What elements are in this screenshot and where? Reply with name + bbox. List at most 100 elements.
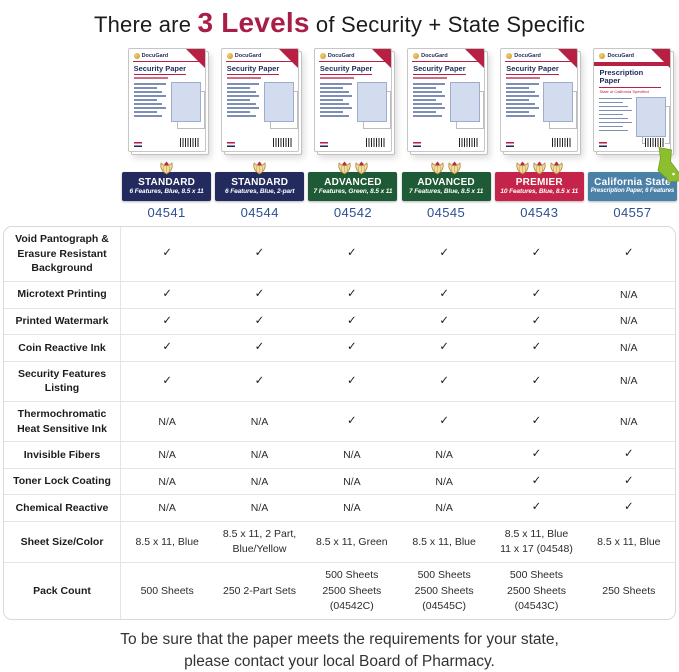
cell-value-line: 250 Sheets — [602, 584, 656, 597]
box-subtitle-bar — [413, 77, 448, 80]
table-cell: ✓ — [254, 288, 265, 301]
brand-logo: DocuGard — [594, 49, 670, 60]
box-text-line — [133, 103, 163, 105]
table-cell: ✓ — [439, 314, 449, 327]
box-text-line — [413, 103, 442, 105]
product-box: DocuGard Security Paper — [407, 48, 486, 152]
table-cell: N/A — [620, 341, 638, 354]
product-code: 04542 — [333, 205, 372, 220]
box-text-line — [413, 87, 437, 89]
row-label: Microtext Printing — [4, 282, 121, 308]
table-row: Pack Count 500 Sheets 250 2-Part Sets 500 S… — [4, 562, 675, 619]
box-text-line — [506, 95, 539, 97]
box-text-lines — [133, 82, 168, 122]
box-subtitle: State of California Specified — [599, 88, 649, 94]
box-text-line — [133, 99, 157, 101]
table-cell: ✓ — [347, 314, 357, 327]
box-bottom — [319, 138, 386, 147]
row-cells: N/A N/A N/A N/A ✓ ✓ — [121, 495, 675, 521]
products-row: DocuGard Security Paper STANDARD 6 Features… — [120, 45, 679, 220]
level-banner: California State Prescription Paper, 6 Fe… — [587, 147, 679, 201]
award-shield-icon — [337, 161, 352, 176]
box-text-line — [599, 97, 632, 99]
table-cell: ✓ — [439, 374, 449, 387]
box-corner-ribbon — [371, 49, 391, 68]
award-shield-icon — [549, 161, 564, 176]
box-corner-ribbon — [651, 49, 671, 68]
box-bottom — [599, 138, 666, 147]
brand-logo-icon — [599, 53, 606, 59]
table-cell: 8.5 x 11, 2 Part, Blue/Yellow — [213, 522, 305, 562]
box-text-lines — [413, 82, 447, 122]
cell-value-line: 2500 Sheets — [506, 584, 566, 597]
box-divider — [132, 61, 201, 62]
box-body — [506, 82, 574, 123]
table-cell: ✓ — [254, 247, 265, 260]
box-bottom — [506, 138, 573, 147]
row-label: Thermochromatic Heat Sensitive Ink — [4, 401, 121, 442]
box-paper-sample — [450, 82, 481, 123]
award-shield-icon — [159, 161, 174, 176]
table-cell: N/A — [620, 315, 638, 328]
box-text-line — [599, 125, 623, 127]
box-title: Security Paper — [506, 64, 559, 76]
row-label: Toner Lock Coating — [4, 468, 121, 495]
table-cell: ✓ — [347, 374, 357, 387]
table-cell: ✓ — [162, 288, 172, 301]
level-title: STANDARD — [138, 176, 196, 188]
brand-logo-text: DocuGard — [141, 53, 169, 59]
box-corner-ribbon — [185, 49, 205, 68]
table-row: Sheet Size/Color 8.5 x 11, Blue 8.5 x 11, … — [4, 520, 675, 563]
box-text-line — [226, 83, 260, 85]
product-column: DocuGard Security Paper PREMIER 10 Features… — [493, 45, 586, 220]
box-text-line — [133, 107, 166, 109]
title-highlight: 3 Levels — [197, 7, 310, 38]
brand-logo-icon — [133, 53, 140, 59]
row-label: Coin Reactive Ink — [4, 335, 121, 361]
cell-value-line: 500 Sheets — [140, 584, 194, 597]
barcode-icon — [645, 138, 666, 147]
table-cell: ✓ — [531, 414, 542, 427]
box-text-line — [133, 91, 163, 93]
box-text-line — [226, 111, 250, 113]
box-paper-sample — [543, 82, 574, 123]
product-code: 04541 — [147, 205, 186, 220]
title-prefix: There are — [93, 12, 198, 37]
box-text-line — [226, 103, 256, 105]
product-column: DocuGard Security Paper ADVANCED 7 Features… — [400, 45, 493, 220]
box-text-line — [226, 95, 260, 97]
row-cells: ✓ ✓ ✓ ✓ ✓ N/A — [121, 309, 675, 335]
level-banner: PREMIER 10 Features, Blue, 8.5 x 11 — [494, 172, 584, 201]
cell-value-line: 11 x 17 (04548) — [500, 543, 573, 556]
level-subtitle: 7 Features, Green, 8.5 x 11 — [313, 188, 393, 196]
table-cell: ✓ — [439, 341, 449, 354]
box-text-lines — [599, 97, 633, 137]
cell-value-line: 500 Sheets — [417, 569, 471, 582]
box-text-line — [413, 95, 446, 97]
brand-logo: DocuGard — [129, 49, 205, 60]
box-body — [133, 82, 201, 123]
page-title: There are 3 Levels of Security + State S… — [0, 0, 679, 39]
product-column: DocuGard Security Paper ADVANCED 7 Features… — [306, 45, 399, 220]
award-shield-icon — [447, 161, 462, 176]
brand-logo: DocuGard — [501, 49, 577, 60]
table-row: Coin Reactive Ink ✓ ✓ ✓ ✓ ✓ N/A — [4, 334, 675, 361]
table-row: Printed Watermark ✓ ✓ ✓ ✓ ✓ N/A — [4, 307, 675, 335]
shield-icons — [430, 161, 462, 176]
award-shield-icon — [252, 161, 267, 176]
brand-logo-icon — [506, 53, 513, 59]
table-row: Security Features Listing ✓ ✓ ✓ ✓ ✓ N/A — [4, 360, 675, 401]
box-text-line — [133, 111, 157, 113]
box-paper-sample — [356, 82, 387, 123]
box-text-line — [133, 83, 166, 85]
box-text-line — [319, 99, 344, 101]
box-body — [226, 82, 294, 123]
row-label: Chemical Reactive — [4, 495, 121, 521]
row-cells: ✓ ✓ ✓ ✓ ✓ ✓ — [121, 227, 675, 281]
table-cell: ✓ — [254, 341, 265, 354]
box-paper-sample — [263, 82, 294, 123]
row-label: Sheet Size/Color — [4, 521, 121, 563]
box-bottom — [226, 138, 293, 147]
box-title: Security Paper — [226, 64, 280, 76]
level-title: STANDARD — [231, 176, 289, 188]
